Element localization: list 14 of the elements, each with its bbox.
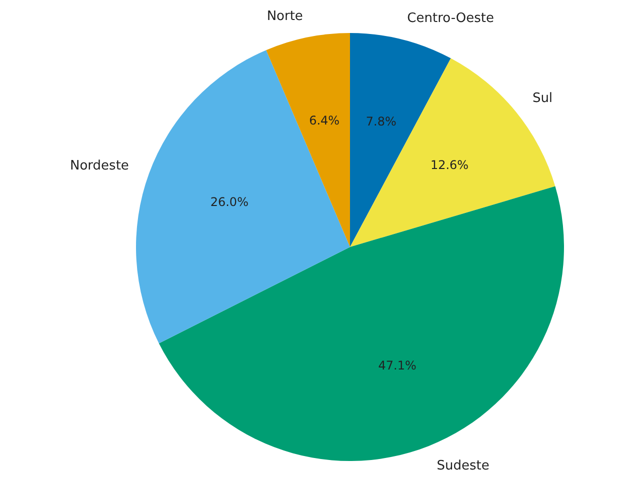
pie-slice <box>136 50 350 344</box>
slice-label: Sul <box>532 90 553 106</box>
slice-label: Sudeste <box>436 458 490 474</box>
data-label: 26.0% <box>210 195 248 210</box>
pie-slice <box>158 186 564 461</box>
slice-label: Norte <box>266 8 303 24</box>
data-label: 7.8% <box>366 114 396 129</box>
data-label: 47.1% <box>378 358 416 373</box>
data-label: 12.6% <box>430 158 469 172</box>
slice-label: Nordeste <box>70 158 129 174</box>
data-label: 6.4% <box>309 113 340 128</box>
pie-slice <box>266 33 350 247</box>
slice-label: Centro-Oeste <box>407 11 494 26</box>
pie-slice <box>350 58 556 247</box>
